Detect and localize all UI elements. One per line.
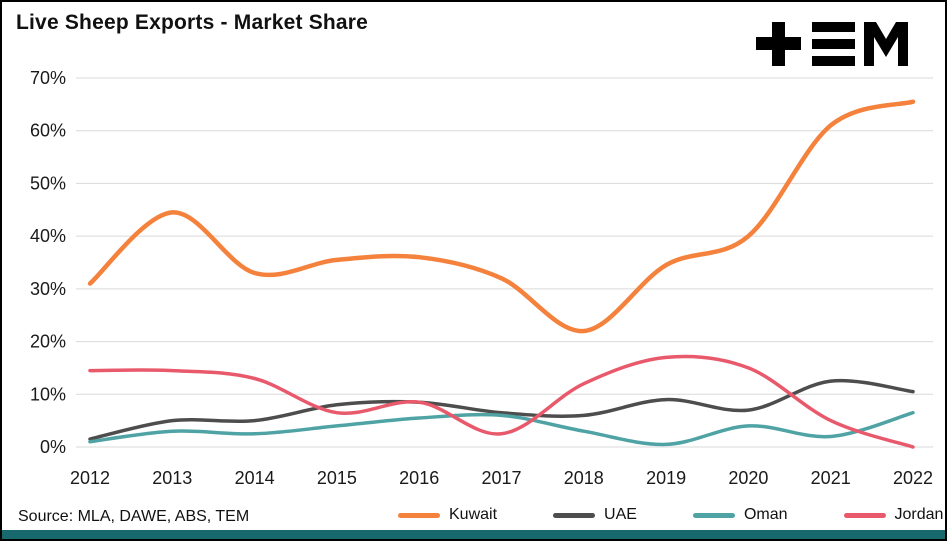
logo-m-icon — [864, 22, 908, 66]
y-axis-tick-label: 50% — [30, 173, 66, 193]
legend-item-kuwait: Kuwait — [398, 506, 497, 524]
x-axis-tick-label: 2012 — [70, 468, 110, 488]
y-axis-tick-label: 60% — [30, 121, 66, 141]
x-axis-tick-label: 2018 — [564, 468, 604, 488]
legend-swatch-uae-icon — [553, 512, 596, 518]
chart-title: Live Sheep Exports - Market Share — [16, 11, 369, 34]
x-axis-tick-label: 2015 — [317, 468, 357, 488]
y-axis-tick-label: 10% — [30, 384, 66, 404]
y-axis-tick-label: 70% — [30, 68, 66, 88]
bottom-accent-bar — [2, 530, 945, 539]
legend-label: Jordan — [894, 506, 944, 523]
legend-item-oman: Oman — [692, 506, 788, 524]
series-line-oman — [88, 410, 915, 447]
legend-label: Oman — [743, 506, 788, 523]
legend-swatch-jordan-icon — [843, 512, 886, 518]
source-note: Source: MLA, DAWE, ABS, TEM — [18, 508, 250, 525]
x-axis-tick-label: 2021 — [811, 468, 851, 488]
x-axis-tick-label: 2017 — [481, 468, 521, 488]
legend-swatch-oman-icon — [692, 512, 735, 518]
x-axis-tick-label: 2014 — [235, 468, 275, 488]
x-axis-tick-label: 2020 — [728, 468, 768, 488]
legend-item-jordan: Jordan — [843, 506, 944, 524]
legend-label: UAE — [604, 506, 637, 523]
x-axis-tick-label: 2013 — [152, 468, 192, 488]
series-line-uae — [88, 378, 915, 441]
legend-swatch-kuwait-icon — [398, 512, 440, 518]
legend-item-uae: UAE — [553, 506, 637, 524]
y-axis-tick-label: 0% — [40, 437, 66, 457]
x-axis-tick-label: 2016 — [399, 468, 439, 488]
tem-logo-icon — [756, 22, 908, 66]
legend-label: Kuwait — [449, 506, 498, 523]
y-axis-tick-label: 30% — [30, 279, 66, 299]
x-axis-tick-label: 2019 — [646, 468, 686, 488]
series-line-jordan — [88, 354, 915, 449]
y-axis-tick-label: 40% — [30, 226, 66, 246]
x-axis-tick-label: 2022 — [893, 468, 933, 488]
chart-legend: Kuwait UAE Oman Jordan — [398, 506, 943, 524]
series-line-kuwait — [87, 99, 916, 334]
logo-bars-icon — [812, 22, 855, 32]
y-axis-tick-label: 20% — [30, 332, 66, 352]
